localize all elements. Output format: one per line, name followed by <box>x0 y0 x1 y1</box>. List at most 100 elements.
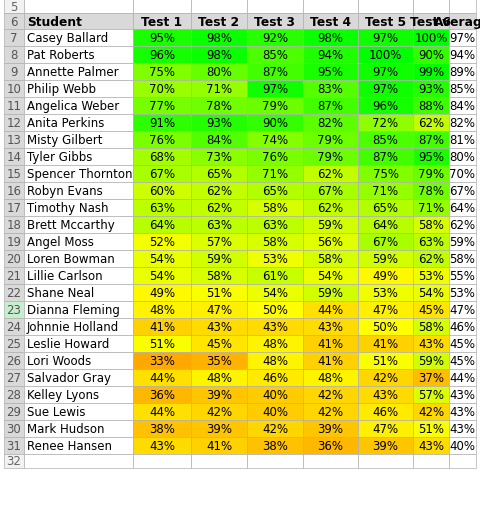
Bar <box>247 268 303 284</box>
Text: 21: 21 <box>7 270 22 282</box>
Bar <box>24 115 133 132</box>
Bar <box>191 301 247 318</box>
Bar <box>358 335 413 352</box>
Text: 48%: 48% <box>262 355 288 367</box>
Text: 58%: 58% <box>206 270 232 282</box>
Text: 12: 12 <box>7 117 22 130</box>
Text: 58%: 58% <box>318 252 343 266</box>
Text: 24: 24 <box>7 320 22 333</box>
Bar <box>413 318 449 335</box>
Bar <box>413 148 449 166</box>
Bar <box>133 268 191 284</box>
Text: 71%: 71% <box>262 168 288 181</box>
Text: 54%: 54% <box>149 252 175 266</box>
Bar <box>133 98 191 115</box>
Text: 53%: 53% <box>418 270 444 282</box>
Bar <box>413 301 449 318</box>
Bar <box>413 166 449 183</box>
Bar <box>24 233 133 250</box>
Text: Angel Moss: Angel Moss <box>27 235 94 248</box>
Bar <box>247 301 303 318</box>
Text: 73%: 73% <box>206 150 232 164</box>
Bar <box>24 217 133 233</box>
Bar <box>449 81 476 98</box>
Bar <box>191 250 247 268</box>
Text: 44%: 44% <box>449 371 476 384</box>
Text: 91%: 91% <box>149 117 175 130</box>
Text: 54%: 54% <box>262 286 288 299</box>
Text: 98%: 98% <box>206 32 232 45</box>
Bar <box>133 64 191 81</box>
Text: 97%: 97% <box>372 32 398 45</box>
Bar <box>133 132 191 148</box>
Text: 95%: 95% <box>317 66 344 79</box>
Bar <box>4 318 24 335</box>
Bar <box>24 81 133 98</box>
Bar <box>133 352 191 369</box>
Bar <box>24 318 133 335</box>
Text: Angelica Weber: Angelica Weber <box>27 100 119 113</box>
Bar <box>358 115 413 132</box>
Text: 27: 27 <box>7 371 22 384</box>
Bar <box>449 454 476 468</box>
Bar <box>4 420 24 437</box>
Bar <box>449 386 476 403</box>
Text: 93%: 93% <box>418 83 444 96</box>
Bar <box>358 301 413 318</box>
Text: 54%: 54% <box>149 270 175 282</box>
Bar <box>4 301 24 318</box>
Text: 72%: 72% <box>372 117 398 130</box>
Text: 68%: 68% <box>149 150 175 164</box>
Bar <box>4 352 24 369</box>
Text: 59%: 59% <box>206 252 232 266</box>
Text: 32: 32 <box>7 454 22 468</box>
Text: 65%: 65% <box>372 201 398 215</box>
Bar <box>247 335 303 352</box>
Bar <box>24 0 133 14</box>
Text: 5: 5 <box>10 1 18 14</box>
Bar <box>358 318 413 335</box>
Text: 47%: 47% <box>372 304 398 316</box>
Bar <box>449 250 476 268</box>
Bar <box>247 64 303 81</box>
Bar <box>133 47 191 64</box>
Text: 30: 30 <box>7 422 22 435</box>
Text: Casey Ballard: Casey Ballard <box>27 32 108 45</box>
Bar <box>24 47 133 64</box>
Bar <box>358 403 413 420</box>
Bar <box>191 369 247 386</box>
Bar <box>247 98 303 115</box>
Bar <box>247 183 303 199</box>
Text: Spencer Thornton: Spencer Thornton <box>27 168 132 181</box>
Text: 43%: 43% <box>149 439 175 452</box>
Text: 39%: 39% <box>206 422 232 435</box>
Text: 18: 18 <box>7 219 22 231</box>
Text: 6: 6 <box>10 16 18 28</box>
Text: 37%: 37% <box>418 371 444 384</box>
Text: 98%: 98% <box>317 32 344 45</box>
Text: 58%: 58% <box>262 235 288 248</box>
Text: 43%: 43% <box>449 405 476 418</box>
Text: 59%: 59% <box>317 286 344 299</box>
Text: 70%: 70% <box>149 83 175 96</box>
Text: Annette Palmer: Annette Palmer <box>27 66 119 79</box>
Bar <box>303 284 358 301</box>
Bar <box>413 199 449 217</box>
Bar <box>303 166 358 183</box>
Text: 65%: 65% <box>262 185 288 197</box>
Bar <box>303 183 358 199</box>
Text: 78%: 78% <box>206 100 232 113</box>
Text: 53%: 53% <box>262 252 288 266</box>
Bar <box>449 284 476 301</box>
Bar <box>449 30 476 47</box>
Text: 78%: 78% <box>418 185 444 197</box>
Text: Philip Webb: Philip Webb <box>27 83 96 96</box>
Bar <box>133 420 191 437</box>
Bar <box>133 81 191 98</box>
Bar <box>191 335 247 352</box>
Text: 75%: 75% <box>149 66 175 79</box>
Text: 33%: 33% <box>149 355 175 367</box>
Bar <box>4 132 24 148</box>
Text: Renee Hansen: Renee Hansen <box>27 439 112 452</box>
Text: 41%: 41% <box>149 320 175 333</box>
